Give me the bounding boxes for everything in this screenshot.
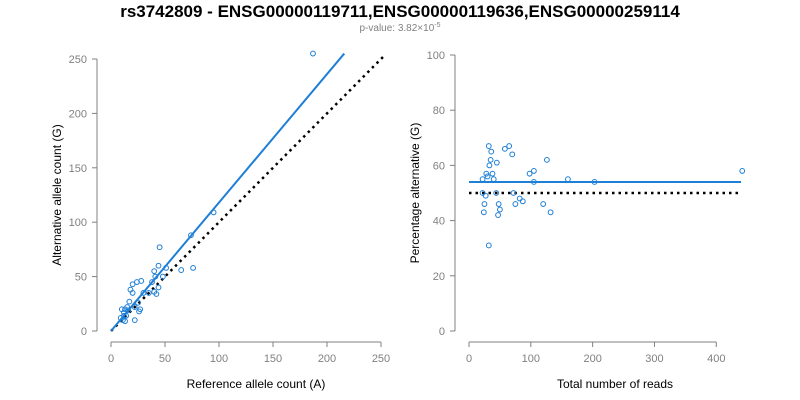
right-data-point xyxy=(484,173,491,180)
right-data-point xyxy=(510,190,517,196)
right-data-point xyxy=(547,209,554,216)
left-data-point xyxy=(125,307,132,314)
left-data-point xyxy=(210,209,217,216)
left-data-point xyxy=(153,291,160,297)
left-data-point xyxy=(129,281,136,288)
right-data-point xyxy=(497,206,503,213)
right-data-point xyxy=(482,192,489,199)
right-data-point xyxy=(531,168,537,174)
left-y-tick-label: 150 xyxy=(69,163,87,175)
right-data-point xyxy=(565,176,571,183)
right-data-point xyxy=(485,143,492,149)
left-plot-panel: 0 50 100 150 200 250 0 50 100 150 200 250 Reference … xyxy=(50,50,390,391)
right-data-point xyxy=(519,198,526,205)
left-x-tick-label: 250 xyxy=(372,353,390,365)
left-data-point xyxy=(123,312,130,319)
left-data-point xyxy=(122,306,128,313)
left-data-point xyxy=(122,318,128,325)
left-y-axis-title: Alternative allele count (G) xyxy=(50,124,64,265)
p-value-exponent: -5 xyxy=(434,22,441,29)
left-x-tick-label: 200 xyxy=(318,353,336,365)
p-value-text: p-value: 3.82×10 xyxy=(359,23,435,34)
right-data-point xyxy=(526,170,533,177)
right-y-tick-label: 0 xyxy=(439,326,445,338)
left-data-point xyxy=(156,244,163,251)
left-data-point xyxy=(131,304,138,310)
left-x-axis-title: Reference allele count (A) xyxy=(187,377,326,391)
left-data-point xyxy=(163,264,169,271)
right-data-point xyxy=(485,242,492,249)
right-x-tick-label: 300 xyxy=(645,353,663,365)
right-data-point xyxy=(506,143,513,149)
left-data-point xyxy=(149,279,155,285)
left-data-point xyxy=(151,268,158,275)
left-y-tick-label: 0 xyxy=(81,326,87,338)
left-data-point xyxy=(136,308,142,315)
right-data-point xyxy=(489,170,496,177)
right-data-point xyxy=(483,170,490,177)
right-data-point xyxy=(531,179,537,185)
right-x-tick-label: 0 xyxy=(466,353,472,365)
right-data-point xyxy=(487,156,494,163)
right-data-point xyxy=(495,212,501,218)
right-x-tick-label: 400 xyxy=(707,353,725,365)
left-fit-line xyxy=(110,52,346,332)
chart-subtitle: p-value: 3.82×10-5 xyxy=(0,22,800,34)
right-data-point xyxy=(493,190,500,196)
left-data-point xyxy=(155,262,162,269)
right-data-point xyxy=(591,179,598,185)
left-y-tick-label: 100 xyxy=(69,217,87,229)
left-x-tick-label: 100 xyxy=(210,353,228,365)
right-data-point xyxy=(481,201,488,207)
left-x-tick-label: 150 xyxy=(264,353,282,365)
left-data-point xyxy=(178,267,185,273)
left-data-point xyxy=(131,317,138,324)
right-data-point xyxy=(479,190,486,196)
right-data-point xyxy=(486,162,493,169)
right-plot-panel: 0 100 200 300 400 0 20 40 60 80 100 Total number of… xyxy=(408,50,746,391)
right-x-tick-label: 200 xyxy=(583,353,601,365)
left-data-point xyxy=(310,50,316,57)
left-data-point xyxy=(159,273,166,280)
right-data-point xyxy=(540,201,547,207)
right-y-tick-label: 40 xyxy=(433,216,445,228)
right-data-point xyxy=(512,201,519,207)
right-data-point xyxy=(488,148,495,155)
right-data-point xyxy=(501,145,508,152)
right-y-tick-label: 100 xyxy=(427,50,445,62)
left-data-point xyxy=(134,279,140,285)
right-y-tick-label: 20 xyxy=(433,271,445,283)
right-data-point xyxy=(480,209,487,216)
left-data-point xyxy=(135,299,141,306)
right-data-point xyxy=(739,168,746,174)
left-data-point xyxy=(129,290,136,296)
right-data-point xyxy=(495,201,502,207)
left-data-point xyxy=(155,284,162,291)
right-y-axis-title: Percentage alternative (G) xyxy=(408,123,422,264)
right-x-axis-title: Total number of reads xyxy=(557,377,673,391)
right-data-point xyxy=(509,151,516,158)
right-data-point xyxy=(493,159,500,166)
left-y-tick-label: 50 xyxy=(75,272,87,284)
left-x-tick-label: 0 xyxy=(108,353,114,365)
left-data-point xyxy=(190,264,196,271)
right-data-point xyxy=(479,176,486,183)
chart-title: rs3742809 - ENSG00000119711,ENSG00000119… xyxy=(120,2,680,21)
left-y-tick-label: 200 xyxy=(69,108,87,120)
left-data-point xyxy=(152,273,159,280)
left-reference-line xyxy=(110,54,386,332)
right-y-tick-label: 60 xyxy=(433,160,445,172)
right-data-point xyxy=(543,156,550,163)
left-x-tick-label: 50 xyxy=(159,353,171,365)
right-x-tick-label: 100 xyxy=(522,353,540,365)
right-y-tick-label: 80 xyxy=(433,105,445,117)
left-data-point xyxy=(145,290,152,296)
left-data-point xyxy=(140,290,147,296)
left-y-tick-label: 250 xyxy=(69,54,87,66)
right-data-point xyxy=(516,195,523,202)
left-data-point xyxy=(126,298,133,305)
left-data-point xyxy=(188,232,194,239)
right-data-point xyxy=(490,176,497,183)
